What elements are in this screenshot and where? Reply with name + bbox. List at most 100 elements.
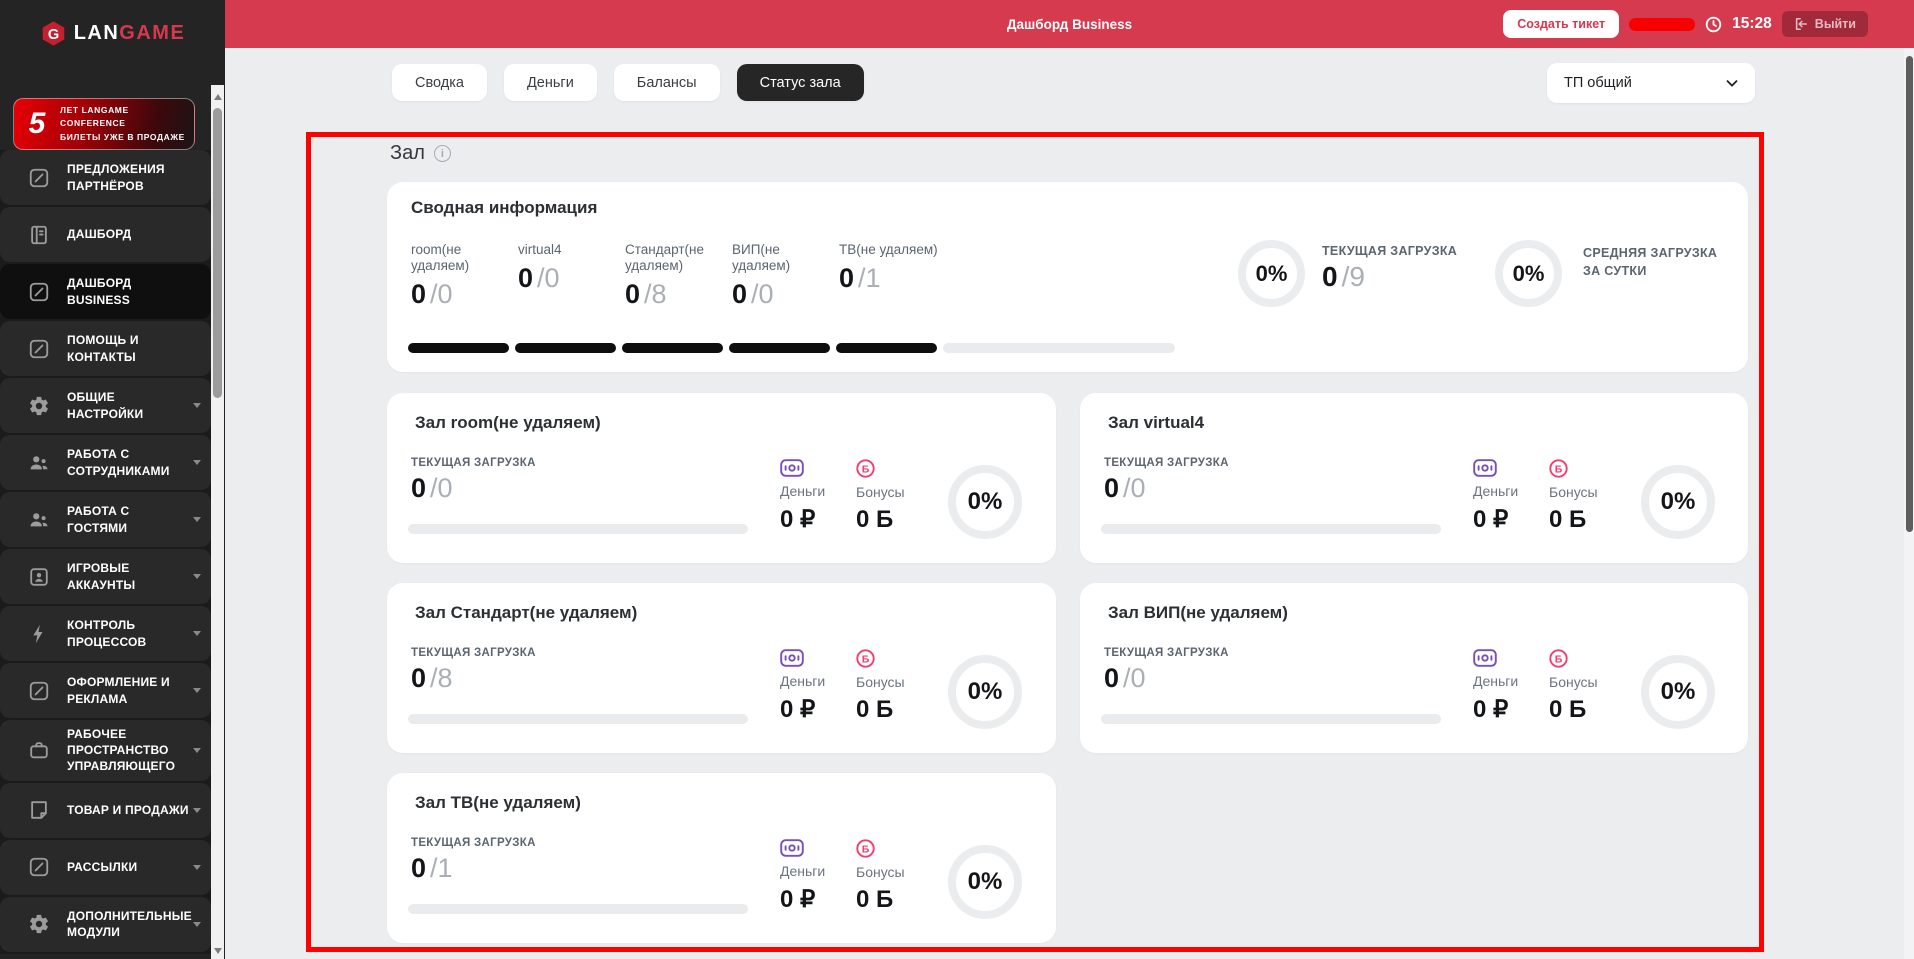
hall-load-ring: 0%: [948, 465, 1022, 539]
bonus-icon: Б: [856, 649, 875, 668]
svg-text:Б: Б: [1555, 653, 1563, 665]
sidebar-nav: ПРЕДЛОЖЕНИЯ ПАРТНЁРОВ ДАШБОРД ДАШБОРД BU…: [0, 150, 211, 954]
current-load-block: ТЕКУЩАЯ ЗАГРУЗКА 0/9: [1322, 244, 1458, 292]
bar-segment: [408, 343, 509, 353]
tp-filter-select[interactable]: ТП общий: [1547, 63, 1755, 103]
sidebar-item-help-contacts[interactable]: ПОМОЩЬ И КОНТАКТЫ: [0, 321, 211, 376]
chevron-down-icon: [193, 864, 201, 870]
edit-square-icon: [27, 679, 51, 703]
banner-text: ЛЕТ LANGAME CONFERENCE БИЛЕТЫ УЖЕ В ПРОД…: [60, 104, 185, 142]
money-block: Деньги 0 ₽: [780, 649, 825, 724]
sidebar-item-game-accounts[interactable]: ИГРОВЫЕ АККАУНТЫ: [0, 549, 211, 604]
average-load-ring: 0%: [1495, 240, 1562, 307]
money-block: Деньги 0 ₽: [1473, 649, 1518, 724]
summary-title: Сводная информация: [411, 198, 598, 217]
load-progress-bar: [408, 714, 748, 724]
stat-standard: Стандарт(не удаляем) 0/8: [625, 242, 704, 310]
page-scrollbar[interactable]: [1904, 48, 1914, 959]
langame-logo-icon: G: [42, 20, 64, 46]
sidebar-item-dashboard-business[interactable]: ДАШБОРД BUSINESS: [0, 264, 211, 319]
sidebar-item-staff[interactable]: РАБОТА С СОТРУДНИКАМИ: [0, 435, 211, 490]
scroll-down-icon[interactable]: [213, 948, 222, 954]
hall-load-ring: 0%: [948, 845, 1022, 919]
empty-grid-cell: [1080, 773, 1748, 943]
redacted-balance-pill[interactable]: [1629, 17, 1696, 31]
sidebar-scrollbar[interactable]: [211, 85, 224, 959]
sidebar-item-goods-sales[interactable]: ТОВАР И ПРОДАЖИ: [0, 782, 211, 838]
langame-logo[interactable]: G LANGAME: [0, 0, 225, 66]
load-progress-bar: [1101, 524, 1441, 534]
stat-vip: ВИП(не удаляем) 0/0: [732, 242, 791, 310]
summary-stats: room(не удаляем) 0/0 virtual4 0/0 Станда…: [411, 242, 946, 310]
edit-square-icon: [27, 855, 51, 879]
info-icon[interactable]: i: [433, 145, 451, 162]
bonus-block: Б Бонусы 0 Б: [1549, 649, 1598, 724]
lightning-icon: [27, 622, 51, 646]
money-icon: [1473, 649, 1497, 667]
bonus-block: Б Бонусы 0 Б: [856, 649, 905, 724]
money-icon: [780, 649, 804, 667]
halls-grid: Зал room(не удаляем) ТЕКУЩАЯ ЗАГРУЗКА 0/…: [387, 393, 1748, 943]
sidebar-item-manager-workspace[interactable]: РАБОЧЕЕ ПРОСТРАНСТВО УПРАВЛЯЮЩЕГО: [0, 720, 211, 781]
money-icon: [780, 459, 804, 477]
sidebar-item-general-settings[interactable]: ОБЩИЕ НАСТРОЙКИ: [0, 378, 211, 433]
sidebar-item-dashboard[interactable]: ДАШБОРД: [0, 207, 211, 262]
conference-banner[interactable]: 5 ЛЕТ LANGAME CONFERENCE БИЛЕТЫ УЖЕ В ПР…: [13, 98, 195, 150]
bar-segment: [515, 343, 616, 353]
hall-load-ring: 0%: [1641, 655, 1715, 729]
current-load-ring: 0%: [1238, 240, 1305, 307]
bonus-icon: Б: [856, 839, 875, 858]
briefcase-icon: [27, 738, 51, 762]
user-card-icon: [27, 565, 51, 589]
stat-room: room(не удаляем) 0/0: [411, 242, 470, 310]
tab-hall-status[interactable]: Статус зала: [736, 64, 864, 101]
logout-button[interactable]: Выйти: [1781, 11, 1868, 37]
load-progress-bar: [1101, 714, 1441, 724]
sidebar-item-process-control[interactable]: КОНТРОЛЬ ПРОЦЕССОВ: [0, 606, 211, 661]
chevron-down-icon: [193, 807, 201, 813]
average-load-label: СРЕДНЯЯ ЗАГРУЗКА ЗА СУТКИ: [1583, 246, 1718, 279]
main-content: Сводка Деньги Балансы Статус зала ТП общ…: [225, 48, 1904, 959]
hall-card-tv: Зал ТВ(не удаляем) ТЕКУЩАЯ ЗАГРУЗКА 0/1 …: [387, 773, 1056, 943]
sidebar-item-additional-modules[interactable]: ДОПОЛНИТЕЛЬНЫЕ МОДУЛИ: [0, 896, 211, 952]
chevron-down-icon: [193, 517, 201, 522]
bar-segment: [836, 343, 937, 353]
tab-summary[interactable]: Сводка: [392, 64, 487, 101]
page-icon: [27, 798, 51, 822]
bonus-block: Б Бонусы 0 Б: [856, 839, 905, 914]
time-display: 15:28: [1732, 15, 1772, 32]
sidebar: G LANGAME 5 ЛЕТ LANGAME CONFERENCE БИЛЕТ…: [0, 0, 225, 959]
bonus-icon: Б: [856, 459, 875, 478]
svg-text:Б: Б: [1555, 463, 1563, 475]
section-title: Зал: [390, 142, 425, 164]
logo-text: LANGAME: [73, 21, 186, 44]
sidebar-item-guests[interactable]: РАБОТА С ГОСТЯМИ: [0, 492, 211, 547]
chevron-down-icon: [193, 631, 201, 636]
tab-bar: Сводка Деньги Балансы Статус зала: [392, 64, 864, 101]
sidebar-item-mailings[interactable]: РАССЫЛКИ: [0, 839, 211, 895]
sidebar-scrollbar-thumb[interactable]: [213, 108, 222, 398]
bar-segment: [729, 343, 830, 353]
hall-card-virtual4: Зал virtual4 ТЕКУЩАЯ ЗАГРУЗКА 0/0 Деньги…: [1080, 393, 1748, 563]
svg-text:Б: Б: [862, 653, 870, 665]
tab-balances[interactable]: Балансы: [613, 64, 720, 101]
chevron-down-icon: [193, 460, 201, 465]
load-progress-bar: [408, 524, 748, 534]
bonus-icon: Б: [1549, 649, 1568, 668]
gear-icon: [27, 912, 51, 936]
chevron-down-icon: [193, 574, 201, 579]
stat-tv: ТВ(не удаляем) 0/1: [839, 242, 938, 294]
create-ticket-button[interactable]: Создать тикет: [1503, 10, 1620, 38]
tab-money[interactable]: Деньги: [503, 64, 597, 101]
scroll-up-icon[interactable]: [213, 94, 222, 100]
sidebar-item-design-ads[interactable]: ОФОРМЛЕНИЕ И РЕКЛАМА: [0, 663, 211, 718]
svg-text:G: G: [48, 26, 59, 42]
money-icon: [1473, 459, 1497, 477]
sidebar-item-partner-offers[interactable]: ПРЕДЛОЖЕНИЯ ПАРТНЁРОВ: [0, 150, 211, 205]
page-scrollbar-thumb[interactable]: [1905, 56, 1913, 532]
topbar: Дашборд Business Создать тикет 15:28 Вый…: [225, 0, 1914, 48]
segmented-progress-bar: [408, 343, 1175, 353]
summary-card: Сводная информация room(не удаляем) 0/0 …: [387, 182, 1748, 372]
money-block: Деньги 0 ₽: [780, 459, 825, 534]
hall-card-standard: Зал Стандарт(не удаляем) ТЕКУЩАЯ ЗАГРУЗК…: [387, 583, 1056, 753]
